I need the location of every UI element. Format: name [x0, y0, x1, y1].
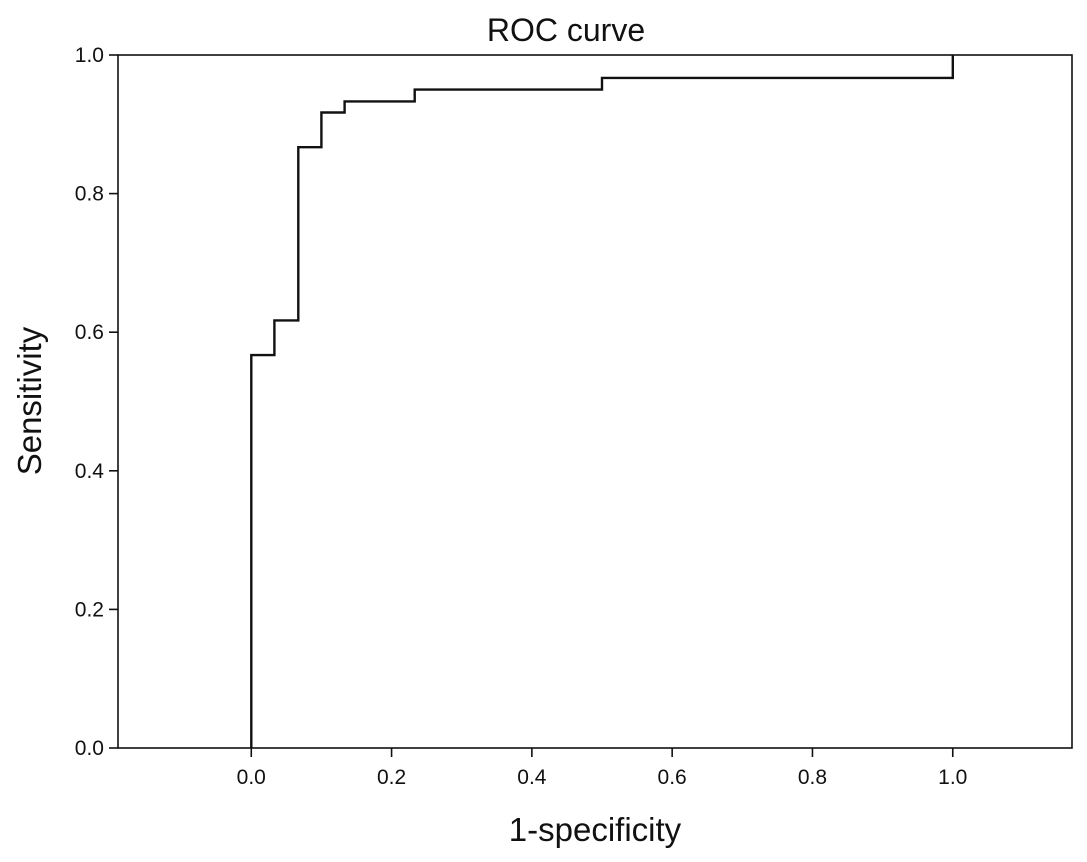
y-tick-label: 0.2 [75, 598, 104, 621]
y-tick-label: 1.0 [75, 44, 104, 67]
x-tick-label: 1.0 [938, 766, 967, 789]
y-axis-label: Sensitivity [11, 326, 48, 475]
chart-title: ROC curve [487, 12, 645, 48]
y-axis: 0.0 0.2 0.4 0.6 0.8 1.0 [75, 44, 118, 760]
plot-frame [117, 54, 1073, 749]
roc-curve [250, 55, 954, 748]
x-axis-label: 1-specificity [509, 811, 682, 848]
y-tick-label: 0.4 [75, 460, 105, 483]
x-axis: 0.0 0.2 0.4 0.6 0.8 1.0 [237, 748, 967, 789]
x-tick-label: 0.8 [798, 766, 827, 789]
x-tick-label: 0.4 [517, 766, 547, 789]
y-tick-label: 0.6 [75, 321, 104, 344]
x-tick-label: 0.6 [658, 766, 687, 789]
y-tick-label: 0.8 [75, 183, 104, 206]
x-tick-label: 0.2 [377, 766, 406, 789]
x-tick-label: 0.0 [237, 766, 266, 789]
y-tick-label: 0.0 [75, 737, 104, 760]
